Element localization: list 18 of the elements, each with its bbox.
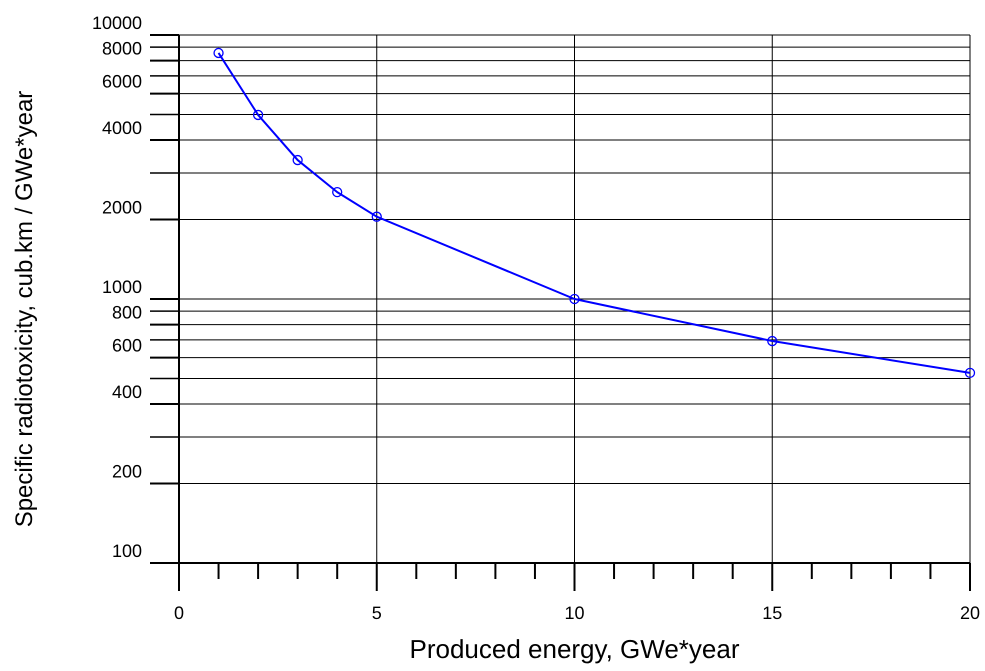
y-tick-label: 800 [112, 302, 142, 323]
x-tick-label: 15 [762, 603, 782, 623]
y-tick-label: 200 [112, 462, 142, 482]
y-tick-label: 400 [112, 382, 142, 402]
y-tick-label: 8000 [102, 38, 142, 59]
x-tick-label: 20 [960, 603, 980, 623]
y-tick-label: 600 [112, 336, 142, 356]
y-axis-title: Specific radiotoxicity, cub.km / GWe*year [11, 90, 38, 528]
x-tick-label: 5 [372, 603, 382, 623]
y-tick-label: 100 [112, 541, 142, 561]
y-tick-label: 1000 [102, 277, 142, 297]
y-tick-label: 10000 [92, 13, 142, 33]
y-tick-label: 4000 [102, 118, 142, 138]
x-tick-label: 0 [174, 603, 184, 623]
y-tick-label: 6000 [102, 72, 142, 92]
x-tick-label: 10 [564, 603, 585, 623]
y-tick-label: 2000 [102, 198, 142, 218]
x-axis-title: Produced energy, GWe*year [410, 634, 740, 664]
